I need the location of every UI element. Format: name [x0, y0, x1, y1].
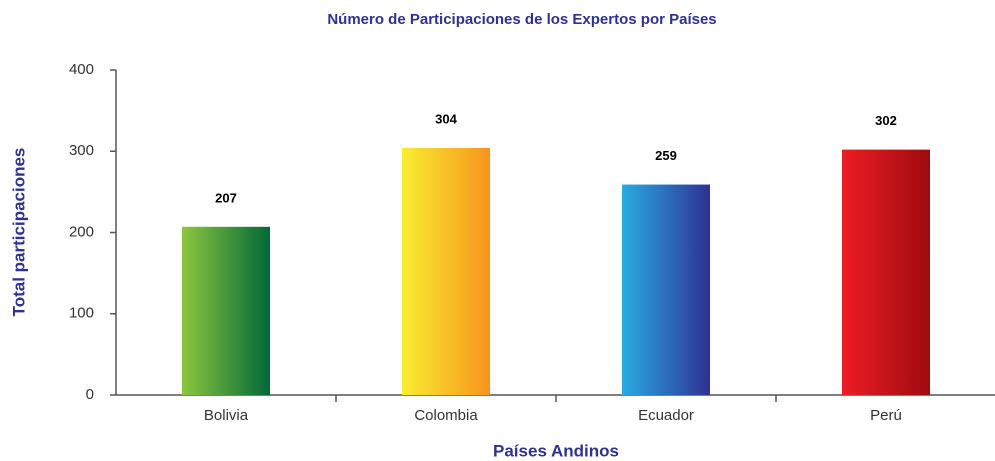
value-label: 302: [875, 113, 897, 128]
x-axis-label: Países Andinos: [493, 441, 619, 460]
bar: [182, 226, 270, 395]
bar: [402, 148, 490, 395]
x-tick-label: Colombia: [414, 407, 478, 424]
x-tick-label: Ecuador: [638, 407, 694, 424]
y-tick-label: 300: [69, 142, 94, 159]
y-tick-label: 200: [69, 223, 94, 240]
y-tick-label: 400: [69, 61, 94, 78]
value-label: 207: [215, 190, 237, 205]
y-axis-label: Total participaciones: [9, 148, 28, 317]
bar: [622, 184, 710, 395]
x-tick-label: Bolivia: [204, 407, 249, 424]
chart-title: Número de Participaciones de los Experto…: [327, 11, 716, 28]
y-tick-label: 0: [86, 386, 94, 403]
bar: [842, 149, 930, 395]
x-tick-label: Perú: [870, 407, 902, 424]
value-label: 304: [435, 111, 457, 126]
value-label: 259: [655, 148, 677, 163]
y-tick-label: 100: [69, 305, 94, 322]
